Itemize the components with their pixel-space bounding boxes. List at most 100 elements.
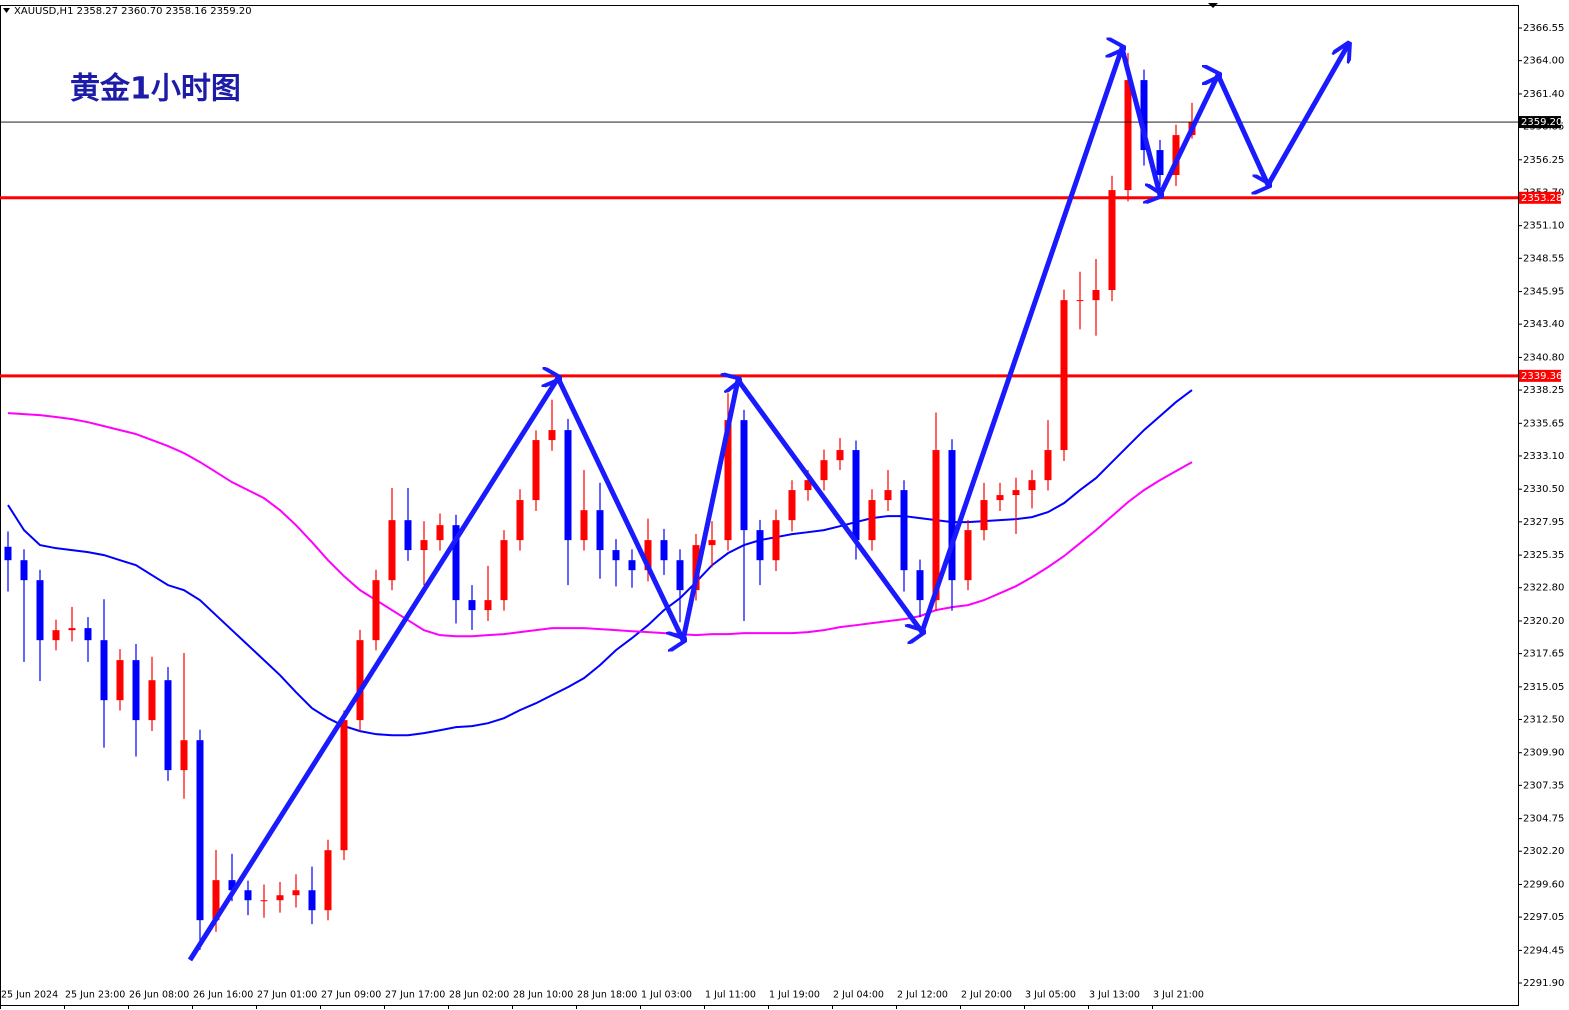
candle-body [292,890,300,896]
x-tick-label: 1 Jul 03:00 [641,990,692,1001]
candle-body [964,530,972,581]
y-tick-label: 2304.75 [1523,814,1564,825]
candle-body [468,600,476,611]
y-tick-label: 2340.80 [1523,352,1564,363]
candle-body [884,490,892,501]
x-tick-label: 3 Jul 21:00 [1153,990,1204,1001]
shift-marker [1208,3,1218,8]
candle-body [996,495,1004,501]
candle-body [868,500,876,541]
candle-body [820,460,828,481]
x-tick-label: 1 Jul 11:00 [705,990,756,1001]
candle-body [788,490,796,521]
candle-body [900,490,908,571]
candle-body [404,520,412,551]
x-tick-label: 25 Jun 23:00 [65,990,125,1001]
candle-body [52,630,60,641]
price-tag [1519,116,1561,129]
x-tick-label: 3 Jul 13:00 [1089,990,1140,1001]
candle-body [244,890,252,901]
candle-body [68,628,76,631]
y-tick-label: 2351.10 [1523,221,1564,232]
axis-layer [0,27,1522,1009]
y-tick-label: 2356.25 [1523,155,1564,166]
candle-body [596,510,604,551]
x-tick-label: 27 Jun 17:00 [385,990,445,1001]
candle-body [180,740,188,771]
y-tick-label: 2291.90 [1523,978,1564,989]
level-label: 2353.28 [1521,193,1562,204]
y-tick-label: 2327.95 [1523,517,1564,528]
x-tick-label: 26 Jun 08:00 [129,990,189,1001]
candle-body [212,880,220,921]
candle-body [1076,300,1084,302]
label-layer: 2366.552364.002361.402358.852356.252353.… [1,23,1564,1000]
candle-body [772,520,780,561]
candle-body [324,850,332,911]
x-tick-label: 27 Jun 09:00 [321,990,381,1001]
candle-body [548,430,556,441]
y-tick-label: 2348.55 [1523,253,1564,264]
y-tick-label: 2322.80 [1523,583,1564,594]
candle-body [852,450,860,541]
candle-body [916,570,924,601]
candle-body [1108,190,1116,291]
price-label: 2359.20 [1521,117,1562,128]
header-icon [3,8,10,13]
candle-body [660,540,668,561]
candle-body [708,540,716,546]
level-tag [1519,369,1561,382]
y-tick-label: 2333.10 [1523,451,1564,462]
candle-body [1092,290,1100,301]
y-tick-label: 2345.95 [1523,287,1564,298]
candle-body [388,520,396,581]
y-tick-label: 2330.50 [1523,484,1564,495]
candle-body [436,525,444,541]
candle-body [452,525,460,601]
y-tick-label: 2366.55 [1523,23,1564,34]
candle-body [628,560,636,571]
plot-frame [0,5,1519,1006]
y-tick-label: 2309.90 [1523,748,1564,759]
x-tick-label: 28 Jun 10:00 [513,990,573,1001]
y-tick-label: 2317.65 [1523,649,1564,660]
y-tick-label: 2320.20 [1523,616,1564,627]
candle-body [196,740,204,921]
x-tick-label: 28 Jun 02:00 [449,990,509,1001]
y-tick-label: 2307.35 [1523,780,1564,791]
y-tick-label: 2297.05 [1523,912,1564,923]
candle-body [532,440,540,501]
candle-body [164,680,172,771]
x-tick-label: 2 Jul 20:00 [961,990,1012,1001]
candle-body [372,580,380,641]
y-tick-label: 2361.40 [1523,89,1564,100]
candle-body [980,500,988,531]
candle-body [836,450,844,461]
candle-body [356,640,364,721]
y-tick-label: 2312.50 [1523,714,1564,725]
y-tick-label: 2315.05 [1523,682,1564,693]
candle-body [740,420,748,531]
x-tick-label: 3 Jul 05:00 [1025,990,1076,1001]
candle-body [612,550,620,561]
candle-body [1028,480,1036,491]
candle-body [228,880,236,891]
candle-body [1044,450,1052,481]
x-tick-label: 2 Jul 04:00 [833,990,884,1001]
candle-body [1156,150,1164,176]
x-tick-label: 25 Jun 2024 [1,990,58,1001]
candle-body [756,530,764,561]
header: XAUUSD,H1 2358.27 2360.70 2358.16 2359.2… [14,6,252,17]
x-tick-label: 1 Jul 19:00 [769,990,820,1001]
candle-body [84,628,92,641]
candle-body [420,540,428,551]
candle-body [500,540,508,601]
x-tick-label: 27 Jun 01:00 [257,990,317,1001]
candle-body [20,560,28,581]
candle-body [1012,490,1020,496]
candle-body [516,500,524,541]
level-tag [1519,191,1561,204]
candle-body [676,560,684,591]
x-tick-label: 26 Jun 16:00 [193,990,253,1001]
